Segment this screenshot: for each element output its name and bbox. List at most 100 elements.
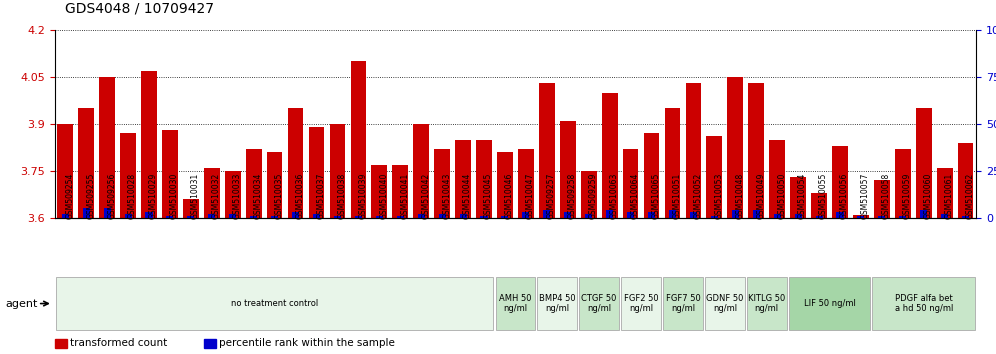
Text: GSM509258: GSM509258: [568, 173, 577, 219]
Text: GSM510053: GSM510053: [714, 172, 723, 219]
Bar: [602, 93, 618, 218]
Text: GSM510041: GSM510041: [400, 173, 409, 219]
Text: GSM510054: GSM510054: [798, 172, 807, 219]
FancyBboxPatch shape: [789, 277, 871, 330]
Bar: [958, 143, 973, 218]
Text: GSM510065: GSM510065: [651, 172, 660, 219]
Text: GSM510036: GSM510036: [296, 172, 305, 219]
Text: GSM510050: GSM510050: [777, 172, 786, 219]
Bar: [753, 210, 760, 218]
Text: GSM510031: GSM510031: [191, 173, 200, 219]
Bar: [417, 214, 424, 218]
Text: GSM510032: GSM510032: [212, 173, 221, 219]
Text: GSM510062: GSM510062: [965, 173, 975, 219]
Bar: [162, 130, 178, 218]
Text: GSM510057: GSM510057: [861, 172, 870, 219]
Text: CTGF 50
ng/ml: CTGF 50 ng/ml: [582, 294, 617, 313]
Text: GSM510030: GSM510030: [170, 172, 179, 219]
Bar: [204, 168, 220, 218]
Bar: [816, 216, 823, 218]
Bar: [586, 214, 593, 218]
Bar: [769, 139, 785, 218]
Text: FGF2 50
ng/ml: FGF2 50 ng/ml: [623, 294, 658, 313]
Bar: [309, 127, 325, 218]
Text: GSM509259: GSM509259: [589, 172, 598, 219]
Text: GSM510064: GSM510064: [630, 172, 639, 219]
Bar: [434, 149, 450, 218]
Bar: [795, 214, 802, 218]
Text: GSM510039: GSM510039: [359, 172, 368, 219]
Bar: [643, 133, 659, 218]
Bar: [941, 214, 948, 218]
Bar: [790, 177, 806, 218]
Bar: [916, 108, 931, 218]
Text: GSM509256: GSM509256: [108, 172, 117, 219]
Bar: [292, 212, 299, 218]
Bar: [669, 210, 676, 218]
Bar: [58, 124, 73, 218]
Bar: [522, 212, 530, 218]
Bar: [166, 216, 173, 218]
Text: GSM510029: GSM510029: [149, 173, 158, 219]
Bar: [183, 199, 199, 218]
Text: GSM510035: GSM510035: [275, 172, 284, 219]
Text: GSM510063: GSM510063: [610, 172, 619, 219]
Text: GSM510055: GSM510055: [819, 172, 828, 219]
Bar: [267, 152, 283, 218]
Bar: [732, 210, 739, 218]
Bar: [375, 216, 382, 218]
Bar: [208, 214, 215, 218]
FancyBboxPatch shape: [580, 277, 620, 330]
Bar: [607, 210, 614, 218]
Bar: [288, 108, 304, 218]
Bar: [581, 171, 597, 218]
Bar: [124, 214, 131, 218]
Text: GSM510038: GSM510038: [338, 173, 347, 219]
Bar: [313, 214, 320, 218]
Bar: [225, 171, 241, 218]
FancyBboxPatch shape: [705, 277, 745, 330]
Text: GSM510048: GSM510048: [735, 173, 744, 219]
Bar: [355, 216, 362, 218]
Bar: [250, 216, 257, 218]
Text: GSM510043: GSM510043: [442, 172, 451, 219]
Text: GSM510037: GSM510037: [317, 172, 326, 219]
Text: GSM510042: GSM510042: [421, 173, 430, 219]
Bar: [811, 193, 827, 218]
Bar: [187, 216, 194, 218]
Bar: [727, 77, 743, 218]
Bar: [79, 108, 94, 218]
Bar: [937, 168, 952, 218]
Text: GDNF 50
ng/ml: GDNF 50 ng/ml: [706, 294, 743, 313]
Text: percentile rank within the sample: percentile rank within the sample: [219, 338, 395, 348]
Bar: [100, 77, 115, 218]
Text: GSM510052: GSM510052: [693, 173, 702, 219]
Bar: [392, 165, 408, 218]
Bar: [899, 216, 906, 218]
Text: FGF7 50
ng/ml: FGF7 50 ng/ml: [665, 294, 700, 313]
Text: agent: agent: [5, 298, 38, 309]
Bar: [518, 149, 534, 218]
Text: GSM510040: GSM510040: [379, 172, 388, 219]
Bar: [476, 139, 492, 218]
Bar: [711, 216, 718, 218]
Text: GSM510058: GSM510058: [881, 173, 890, 219]
Bar: [459, 214, 466, 218]
Text: GSM510059: GSM510059: [902, 172, 911, 219]
Bar: [920, 210, 927, 218]
Text: KITLG 50
ng/ml: KITLG 50 ng/ml: [748, 294, 785, 313]
Bar: [748, 83, 764, 218]
Text: GSM509257: GSM509257: [547, 172, 556, 219]
Text: BMP4 50
ng/ml: BMP4 50 ng/ml: [539, 294, 576, 313]
Bar: [690, 212, 697, 218]
Bar: [104, 209, 111, 218]
Text: GSM510056: GSM510056: [840, 172, 849, 219]
Text: AMH 50
ng/ml: AMH 50 ng/ml: [499, 294, 532, 313]
Bar: [83, 209, 90, 218]
FancyBboxPatch shape: [538, 277, 578, 330]
Bar: [622, 149, 638, 218]
FancyBboxPatch shape: [747, 277, 787, 330]
Text: GSM509254: GSM509254: [66, 172, 75, 219]
Bar: [858, 216, 865, 218]
Bar: [501, 216, 509, 218]
